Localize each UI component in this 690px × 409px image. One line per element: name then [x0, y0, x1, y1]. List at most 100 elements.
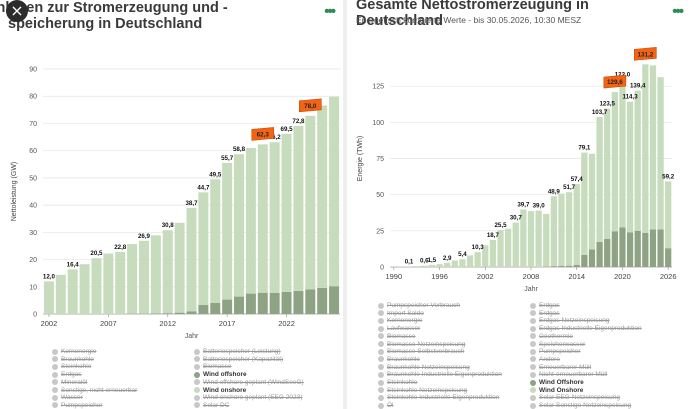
left-legend-item[interactable]: Wasser	[52, 394, 83, 401]
left-chart-y-tick-label: 90	[29, 67, 37, 74]
right-legend-label: Erneuerbarer Müll	[539, 363, 592, 371]
right-chart-x-axis-label: Jahr	[524, 286, 538, 293]
right-legend-item[interactable]: Biomasse Selbstverbrauch	[378, 348, 464, 355]
right-legend-swatch	[378, 371, 384, 378]
right-chart-y-tick-label: 75	[376, 156, 384, 163]
left-legend-swatch	[52, 371, 58, 378]
left-chart-x-tick-label: 2017	[219, 319, 236, 328]
left-legend-item[interactable]: Braunkohle	[52, 356, 94, 363]
left-chart-bar-onshore	[138, 240, 149, 314]
right-legend-item[interactable]: Erdgas	[530, 302, 560, 309]
right-legend-item[interactable]: Biomasse Netzeinspeisung	[378, 341, 465, 348]
left-legend-item[interactable]: Batteriespeicher (Leistung)	[194, 348, 281, 355]
right-legend-item[interactable]: Steinkohle Netzeinspeisung	[378, 387, 467, 394]
right-legend-label: Biomasse	[387, 332, 416, 340]
left-chart-value-label: 20,5	[90, 250, 103, 257]
right-legend-item[interactable]: Pumpspeicher Verbrauch	[378, 302, 460, 309]
right-legend-item[interactable]: Erdgas Industrielle Eigenproduktion	[530, 325, 642, 332]
right-legend-item[interactable]: Öl	[378, 402, 394, 409]
right-chart-bar-onshore	[474, 252, 481, 267]
left-chart-y-tick-label: 0	[33, 312, 37, 319]
right-legend-label: Andere	[539, 355, 560, 363]
right-chart-bar-onshore	[596, 116, 603, 242]
right-legend-item[interactable]: Geothermie	[530, 333, 573, 340]
left-chart-bar-onshore	[150, 235, 161, 314]
right-legend-item[interactable]: Speicherwasser	[530, 341, 585, 348]
right-chart-bar-onshore	[657, 77, 664, 230]
left-legend-item[interactable]: Wind offshore	[194, 371, 247, 378]
right-legend-item[interactable]: Nicht-erneuerbarer Müll	[530, 371, 607, 378]
left-legend-item[interactable]: Biomasse	[194, 363, 232, 370]
right-chart-bar-offshore	[565, 265, 573, 267]
left-legend-item[interactable]: Wind offshore geplant (WindSeeG)	[194, 379, 304, 386]
right-chart-bar-onshore	[634, 90, 641, 231]
left-legend-swatch	[194, 387, 200, 393]
right-legend-item[interactable]: Solar EEG-Netzeinspeisung	[530, 394, 620, 401]
left-chart-value-label: 66,2	[269, 134, 282, 141]
left-legend-item[interactable]: Erdgas	[52, 371, 82, 378]
right-chart-bar-onshore	[581, 152, 588, 255]
left-legend-item[interactable]: Wind onshore geplant (EEG 2023)	[194, 394, 302, 401]
close-icon[interactable]: ×	[6, 0, 28, 22]
panel-divider	[343, 0, 347, 409]
right-legend-item[interactable]: Pumpspeicher	[530, 348, 581, 355]
right-legend-item[interactable]: Kernenergie	[378, 317, 422, 324]
right-legend-item[interactable]: Solar Sonstige Netzeinspeisung	[530, 402, 631, 409]
left-chart-bar-onshore	[210, 179, 221, 303]
right-legend-item[interactable]: Import Saldo	[378, 310, 424, 317]
left-legend-item[interactable]: Wind onshore	[194, 387, 246, 394]
right-chart-bar-onshore	[520, 209, 527, 267]
right-chart-bar-offshore	[626, 232, 634, 267]
right-legend-item[interactable]: Steinkohle	[378, 379, 417, 386]
left-chart-y-tick-label: 40	[29, 203, 37, 210]
left-chart-bar-offshore	[245, 293, 256, 314]
right-legend-item[interactable]: Biomasse	[378, 333, 416, 340]
right-chart-x-tick-label: 2014	[568, 272, 585, 281]
left-legend-item[interactable]: Solar DC	[194, 402, 229, 409]
right-legend-item[interactable]: Steinkohle Industrielle Eigenproduktion	[378, 394, 499, 401]
right-legend-item[interactable]: Braunkohle	[378, 356, 420, 363]
right-legend-swatch	[378, 402, 384, 409]
right-chart-flag	[603, 74, 627, 89]
right-legend-item[interactable]: Erdgas	[530, 310, 560, 317]
left-legend-swatch	[52, 363, 58, 370]
right-menu-icon[interactable]: •••	[672, 3, 684, 20]
right-chart-value-label: 39,0	[533, 203, 546, 210]
right-legend-label: Nicht-erneuerbarer Müll	[539, 371, 608, 379]
right-legend-item[interactable]: Wind Onshore	[530, 387, 583, 394]
left-legend-item[interactable]: Sonstige, nicht erneuerbar	[52, 387, 137, 394]
left-chart-bar-onshore	[281, 133, 292, 292]
right-legend-swatch	[378, 302, 384, 309]
right-chart-value-label: 0,6	[420, 258, 429, 265]
left-legend-item[interactable]: Batteriespeicher (Kapazität)	[194, 356, 283, 363]
right-legend-item[interactable]: Erneuerbarer Müll	[530, 364, 591, 371]
right-chart-value-label: 10,3	[472, 244, 485, 251]
left-legend-label: Batteriespeicher (Leistung)	[203, 348, 281, 355]
left-chart-y-tick-label: 50	[29, 175, 37, 182]
right-chart-subtitle: Energetisch korrigierte Werte - bis 30.0…	[356, 15, 582, 25]
right-legend-item[interactable]: Wind Offshore	[530, 379, 584, 386]
left-chart-y-tick-label: 10	[29, 284, 37, 291]
left-legend-item[interactable]: Pumpspeicher	[52, 402, 103, 409]
left-chart-bar-offshore	[317, 287, 328, 314]
right-legend-item[interactable]: Braunkohle Netzeinspeisung	[378, 364, 470, 371]
right-chart-x-tick-label: 2002	[477, 272, 494, 281]
left-menu-icon[interactable]: •••	[324, 3, 336, 20]
left-legend-swatch	[194, 363, 200, 370]
left-chart-bar-offshore	[293, 290, 304, 314]
left-legend-item[interactable]: Mineralöl	[52, 379, 87, 386]
left-legend-item[interactable]: Kernenergie	[52, 348, 96, 355]
left-legend-swatch	[194, 379, 200, 386]
right-legend-item[interactable]: Andere	[530, 356, 560, 363]
right-legend-item[interactable]: Braunkohle Industrielle Eigenproduktion	[378, 371, 502, 378]
left-chart-bar-onshore	[115, 251, 126, 314]
right-legend-swatch	[530, 402, 536, 409]
right-chart-bar-offshore	[649, 229, 657, 267]
right-legend-item[interactable]: Laufwasser	[378, 325, 420, 332]
right-legend-label: Pumpspeicher Verbrauch	[387, 302, 460, 309]
left-legend-label: Sonstige, nicht erneuerbar	[61, 386, 138, 394]
right-legend-swatch	[378, 394, 384, 401]
right-chart-flag	[634, 46, 657, 61]
left-legend-item[interactable]: Steinkohle	[52, 363, 91, 370]
right-legend-item[interactable]: Erdgas Netzeinspeisung	[530, 317, 609, 324]
